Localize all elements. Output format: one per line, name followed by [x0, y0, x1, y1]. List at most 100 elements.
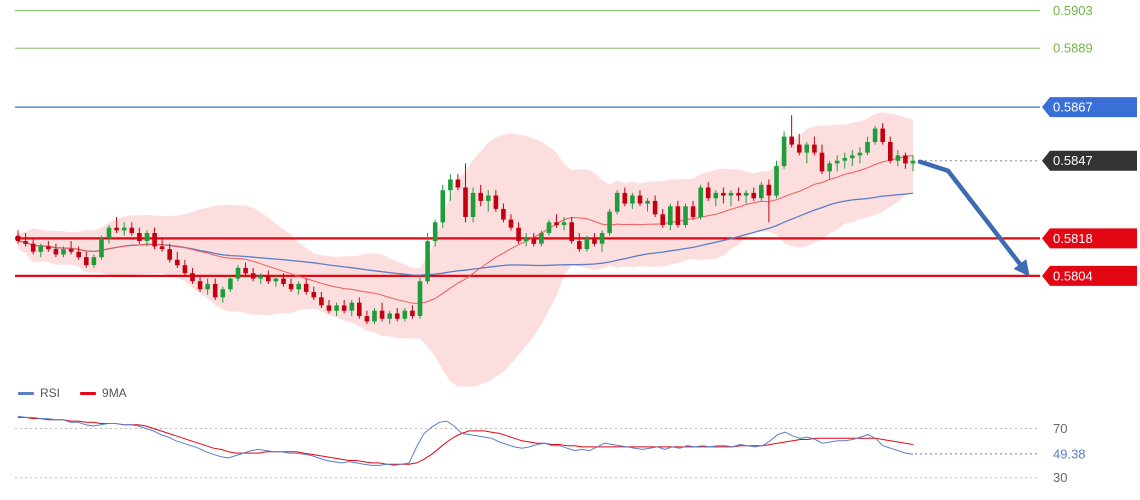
candle [850, 150, 855, 167]
candle [561, 216, 567, 231]
candle-body [577, 241, 582, 250]
support-price-tag: 0.5818 [1042, 228, 1137, 249]
rsi-line [17, 415, 914, 466]
rsi-axis-label-49.38: 49.38 [1053, 446, 1086, 461]
candle-body [463, 187, 468, 217]
candle-body [46, 246, 51, 250]
support-price-tag: 0.5804 [1042, 265, 1137, 286]
candle [341, 300, 347, 314]
candle-body [531, 238, 537, 244]
candle [630, 192, 635, 209]
candle [121, 222, 127, 236]
candle-body [114, 227, 119, 231]
candle-body [789, 136, 794, 145]
candle-body [448, 179, 453, 191]
candle [99, 235, 104, 260]
candle-body [630, 195, 635, 204]
candle [607, 208, 612, 236]
candle-body [326, 305, 332, 311]
candle-body [546, 222, 552, 233]
candle-body [857, 152, 863, 156]
candle [743, 190, 749, 204]
candle [455, 174, 461, 191]
candle-body [30, 243, 36, 252]
candle-body [311, 292, 317, 298]
candle [501, 203, 506, 223]
candle [175, 251, 180, 268]
candle [61, 246, 66, 258]
candle [159, 238, 165, 252]
candle [652, 195, 658, 217]
candle-body [759, 184, 764, 199]
candle-body [766, 184, 772, 196]
candle-body [539, 233, 544, 244]
candle [584, 235, 590, 252]
candle-body [721, 192, 726, 196]
price-tag-text: 0.5804 [1053, 268, 1093, 283]
candle [349, 300, 355, 317]
candle [281, 273, 286, 287]
candle-body [250, 273, 256, 279]
candle [379, 302, 385, 322]
candle-body [121, 227, 127, 231]
candle [910, 155, 916, 172]
candle [546, 219, 552, 236]
candle [76, 246, 81, 260]
candle [622, 187, 628, 207]
candle [812, 136, 817, 156]
legend-label-9ma: 9MA [102, 386, 127, 400]
candle [880, 123, 885, 145]
candle-body [190, 273, 195, 282]
candle-body [38, 246, 44, 252]
candle-body [349, 302, 355, 311]
candle-body [319, 297, 324, 306]
candle-body [167, 249, 172, 260]
candle [713, 190, 719, 207]
rsi-legend: RSI 9MA [18, 386, 141, 400]
candle [668, 203, 673, 231]
candle [903, 152, 908, 169]
current-price-tag: 0.5847 [1042, 150, 1137, 171]
candle-body [660, 214, 665, 225]
candle-body [592, 238, 597, 244]
candle-body [910, 160, 916, 164]
candle-body [804, 144, 810, 153]
rsi-axis-label-70: 70 [1053, 421, 1067, 436]
candle [319, 291, 324, 309]
candle [114, 216, 119, 234]
candle-body [736, 192, 741, 196]
candle [683, 203, 688, 228]
candle-body [842, 158, 848, 161]
candle-body [607, 211, 612, 233]
candle [288, 278, 294, 292]
candle [577, 233, 582, 252]
candle [569, 216, 574, 244]
candle [235, 265, 241, 282]
candle [645, 198, 650, 212]
target-label-0.5889: 0.5889 [1053, 41, 1093, 56]
candle [554, 214, 559, 228]
candle [721, 187, 726, 204]
candle-body [137, 233, 142, 241]
candle [599, 230, 605, 252]
moving-averages [17, 154, 914, 304]
candle [334, 302, 339, 317]
candle-body [797, 144, 802, 153]
candle [410, 305, 415, 319]
candle [258, 273, 263, 284]
candle [804, 141, 810, 164]
candle-body [61, 249, 66, 255]
candle [539, 230, 544, 247]
candle [440, 184, 446, 228]
candle-body [690, 206, 696, 217]
candle-body [281, 278, 286, 284]
candle-body [402, 310, 408, 319]
candle-body [296, 283, 301, 290]
candle [46, 241, 51, 252]
candle [508, 214, 514, 231]
candle [797, 133, 802, 156]
candle-body [425, 241, 430, 282]
candle-body [645, 200, 650, 204]
candle-body [486, 195, 491, 201]
